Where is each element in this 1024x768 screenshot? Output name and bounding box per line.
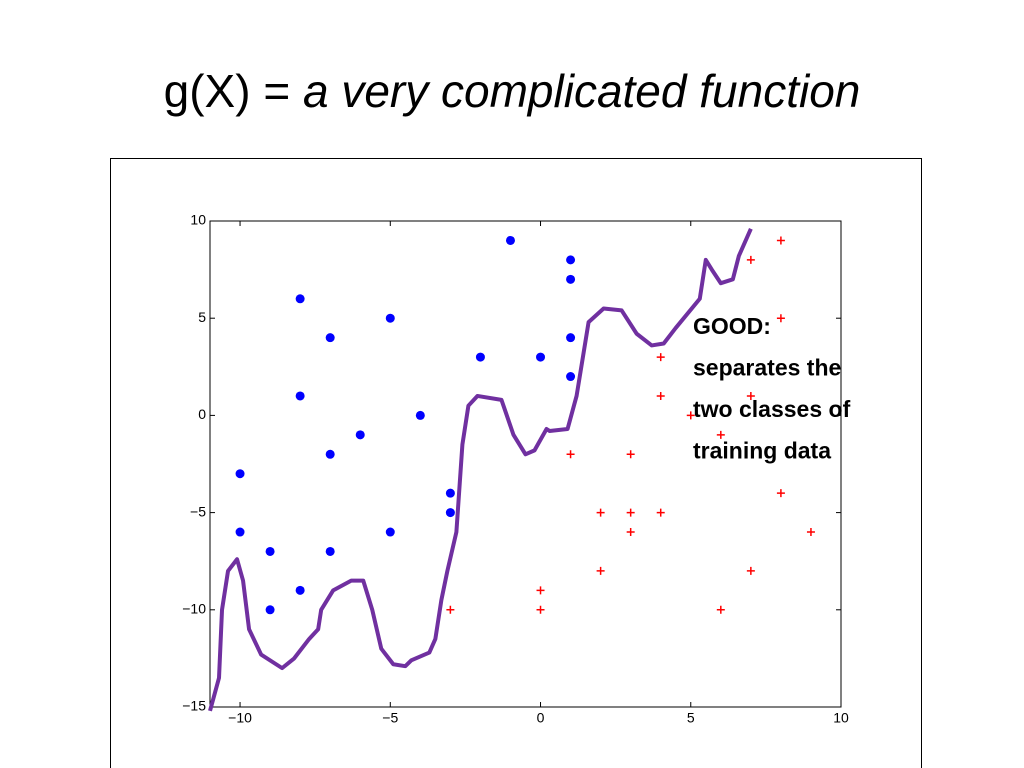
title-emphasis: a very complicated function bbox=[302, 65, 861, 117]
point bbox=[295, 294, 305, 304]
point bbox=[566, 372, 576, 382]
plot-frame bbox=[209, 220, 842, 708]
y-tick-label: 10 bbox=[190, 212, 206, 228]
point bbox=[265, 605, 275, 615]
title-text: g(X) = bbox=[163, 65, 291, 117]
point bbox=[746, 255, 755, 264]
point bbox=[385, 527, 395, 537]
point bbox=[776, 314, 785, 323]
y-tick-label: 0 bbox=[198, 406, 206, 422]
point bbox=[776, 489, 785, 498]
point bbox=[475, 352, 485, 362]
x-tick-label: −10 bbox=[228, 710, 252, 726]
point bbox=[325, 333, 335, 343]
figure-frame bbox=[110, 158, 922, 768]
point bbox=[596, 566, 605, 575]
point bbox=[566, 333, 576, 343]
point bbox=[656, 391, 665, 400]
point bbox=[566, 255, 576, 265]
point bbox=[776, 236, 785, 245]
point bbox=[536, 352, 546, 362]
y-tick-label: −15 bbox=[182, 698, 206, 714]
point bbox=[295, 585, 305, 595]
point bbox=[626, 450, 635, 459]
point bbox=[536, 605, 545, 614]
x-tick-label: 5 bbox=[687, 710, 695, 726]
annotation: GOOD: bbox=[693, 313, 771, 339]
point bbox=[566, 274, 576, 284]
point bbox=[295, 391, 305, 401]
point bbox=[536, 586, 545, 595]
point bbox=[596, 508, 605, 517]
point bbox=[445, 508, 455, 518]
point bbox=[566, 450, 575, 459]
annotation: two classes of bbox=[693, 396, 851, 422]
point bbox=[656, 508, 665, 517]
x-tick-label: 0 bbox=[537, 710, 545, 726]
y-tick-label: 5 bbox=[198, 309, 206, 325]
point bbox=[415, 410, 425, 420]
y-tick-label: −5 bbox=[190, 503, 206, 519]
point bbox=[626, 528, 635, 537]
curve bbox=[208, 227, 753, 712]
point bbox=[445, 488, 455, 498]
point bbox=[265, 546, 275, 556]
x-tick-label: −5 bbox=[382, 710, 398, 726]
point bbox=[656, 353, 665, 362]
point bbox=[505, 235, 515, 245]
point bbox=[626, 508, 635, 517]
point bbox=[806, 528, 815, 537]
annotation: separates the bbox=[693, 355, 841, 381]
y-tick-label: −10 bbox=[182, 601, 206, 617]
point bbox=[686, 411, 695, 420]
point bbox=[355, 430, 365, 440]
point bbox=[446, 605, 455, 614]
point bbox=[746, 391, 755, 400]
point bbox=[325, 449, 335, 459]
point bbox=[716, 430, 725, 439]
x-tick-label: 10 bbox=[833, 710, 849, 726]
annotation: training data bbox=[693, 438, 831, 464]
point bbox=[716, 605, 725, 614]
point bbox=[235, 469, 245, 479]
point bbox=[385, 313, 395, 323]
slide-title: g(X) = a very complicated function bbox=[0, 64, 1024, 118]
point bbox=[325, 546, 335, 556]
point bbox=[746, 566, 755, 575]
point bbox=[235, 527, 245, 537]
